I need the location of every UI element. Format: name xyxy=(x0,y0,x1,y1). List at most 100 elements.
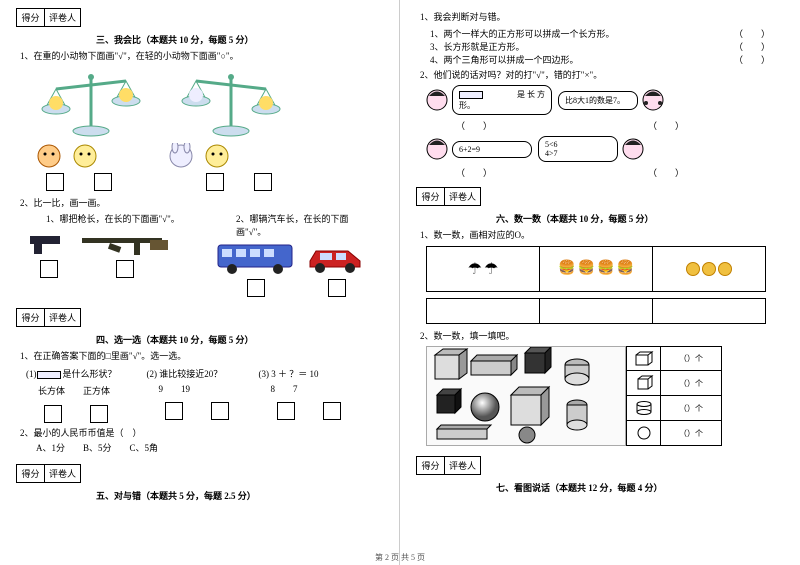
check-box[interactable] xyxy=(277,402,295,420)
shape-icon-cell xyxy=(627,371,661,395)
unit[interactable]: ）个 xyxy=(687,428,703,439)
speech-bubble-area-2: 6+2=9 5<64>7 xyxy=(426,136,784,162)
score-box-s6: 得分 评卷人 xyxy=(416,187,481,206)
grader-label: 评卷人 xyxy=(45,309,80,326)
score-label: 得分 xyxy=(17,465,45,482)
rifle-icon xyxy=(80,228,170,256)
check-box[interactable] xyxy=(46,173,64,191)
bubble-3: 6+2=9 xyxy=(452,141,532,158)
score-box-s3: 得分 评卷人 xyxy=(16,8,81,27)
bubble-4: 5<64>7 xyxy=(538,136,618,162)
tf-2: 3、长方形就是正方形。 xyxy=(430,40,525,53)
balance-right xyxy=(176,67,286,137)
shapes-area: （）个 （）个 （）个 （）个 xyxy=(426,346,784,446)
compare-row: 1、哪把枪长，在长的下面画"√"。 2、哪辆汽车长，在长的下面画"√"。 xyxy=(26,212,383,300)
table-row: （）个 xyxy=(626,346,722,371)
check-box[interactable] xyxy=(165,402,183,420)
rect-shape-icon xyxy=(459,91,483,99)
b1a: 是 长 方 xyxy=(485,90,545,99)
child-face-icon xyxy=(426,138,448,160)
score-label: 得分 xyxy=(17,9,45,26)
bubble-2: 比8大1的数是7。 xyxy=(558,91,638,110)
paren-row-2: （ ） （ ） xyxy=(456,166,784,179)
check-box[interactable] xyxy=(44,405,62,423)
score-label: 得分 xyxy=(417,457,445,474)
paren[interactable]: （ ） xyxy=(734,40,770,53)
paren[interactable]: （ ） xyxy=(456,166,492,179)
circle-icon xyxy=(718,262,732,276)
check-box[interactable] xyxy=(211,402,229,420)
paren[interactable]: （ ） xyxy=(456,119,492,132)
table-row: （）个 xyxy=(626,421,722,446)
c2-b: 19 xyxy=(181,384,190,394)
s5-q2: 2、他们说的话对吗？对的打"√"，错的打"×"。 xyxy=(420,69,784,82)
c2-a: 9 xyxy=(159,384,164,394)
s3-q2b: 2、哪辆汽车长，在长的下面画"√"。 xyxy=(236,212,376,238)
paren[interactable]: （ ） xyxy=(734,27,770,40)
section-7-title: 七、看图说话（本题共 12 分，每题 4 分） xyxy=(496,481,784,494)
unit[interactable]: ）个 xyxy=(687,353,703,364)
lparen: （ xyxy=(679,403,687,414)
circle-icon xyxy=(702,262,716,276)
count-box-bottom xyxy=(426,298,766,324)
s4-q1: 1、在正确答案下面的□里画"√"。选一选。 xyxy=(20,350,383,363)
check-box[interactable] xyxy=(247,279,265,297)
child-face-icon xyxy=(642,89,664,111)
right-column: 1、我会判断对与错。 1、两个一样大的正方形可以拼成一个长方形。（ ） 3、长方… xyxy=(400,0,800,565)
check-box[interactable] xyxy=(206,173,224,191)
lparen: （ xyxy=(679,428,687,439)
score-box-s4: 得分 评卷人 xyxy=(16,308,81,327)
check-box[interactable] xyxy=(323,402,341,420)
score-box-s5: 得分 评卷人 xyxy=(16,464,81,483)
umbrella-icon: ☂ xyxy=(484,259,498,279)
choice-3: (3) 3 ＋ ？＝ 10 87 xyxy=(259,367,341,423)
check-box[interactable] xyxy=(254,173,272,191)
choice-1: (1)是什么形状？ 长方体正方体 xyxy=(26,367,117,423)
paren-row-1: （ ） （ ） xyxy=(456,119,784,132)
table-row: （）个 xyxy=(626,371,722,396)
grader-label: 评卷人 xyxy=(45,465,80,482)
umbrella-icon: ☂ xyxy=(468,259,482,279)
table-row: （）个 xyxy=(626,396,722,421)
child-face-icon xyxy=(426,89,448,111)
unit[interactable]: ）个 xyxy=(687,378,703,389)
s6-q1: 1、数一数，画相对应的O。 xyxy=(420,229,784,242)
answer-cell[interactable] xyxy=(540,299,653,323)
circle-icon xyxy=(686,262,700,276)
lparen: （ xyxy=(679,378,687,389)
check-box[interactable] xyxy=(90,405,108,423)
speech-bubble-area: 是 长 方形。 比8大1的数是7。 xyxy=(426,85,784,115)
page-footer: 第 2 页 共 5 页 xyxy=(0,552,800,563)
food-icon: 🍔 xyxy=(558,260,575,277)
answer-cell[interactable] xyxy=(427,299,540,323)
check-box[interactable] xyxy=(116,260,134,278)
animal-2-icon xyxy=(72,143,98,169)
s6-q2: 2、数一数，填一填吧。 xyxy=(420,330,784,343)
tf-3: 4、两个三角形可以拼成一个四边形。 xyxy=(430,53,579,66)
car-compare: 2、哪辆汽车长，在长的下面画"√"。 xyxy=(216,212,376,300)
paren[interactable]: （ ） xyxy=(648,119,684,132)
grader-label: 评卷人 xyxy=(445,457,480,474)
unit[interactable]: ）个 xyxy=(687,403,703,414)
animal-4-icon xyxy=(204,143,230,169)
check-box[interactable] xyxy=(94,173,112,191)
s5-q1: 1、我会判断对与错。 xyxy=(420,11,784,24)
car-icon xyxy=(304,241,370,275)
section-6-title: 六、数一数（本题共 10 分，每题 5 分） xyxy=(496,212,784,225)
animal-1-icon xyxy=(36,143,62,169)
food-icon: 🍔 xyxy=(616,260,633,277)
cuboid-shape-icon xyxy=(37,371,61,379)
paren[interactable]: （ ） xyxy=(734,53,770,66)
s3-q1-checks xyxy=(46,173,383,191)
s3-q2a: 1、哪把枪长，在长的下面画"√"。 xyxy=(46,212,186,225)
c3-a: 8 xyxy=(271,384,276,394)
food-cell: 🍔🍔🍔🍔 xyxy=(540,247,653,291)
s3-q2: 2、比一比，画一画。 xyxy=(20,197,383,210)
check-box[interactable] xyxy=(40,260,58,278)
answer-cell[interactable] xyxy=(653,299,765,323)
c1-a: 长方体 xyxy=(38,384,65,397)
shape-icon-cell xyxy=(627,347,661,370)
check-box[interactable] xyxy=(328,279,346,297)
left-column: 得分 评卷人 三、我会比（本题共 10 分，每题 5 分） 1、在重的小动物下面… xyxy=(0,0,400,565)
paren[interactable]: （ ） xyxy=(648,166,684,179)
